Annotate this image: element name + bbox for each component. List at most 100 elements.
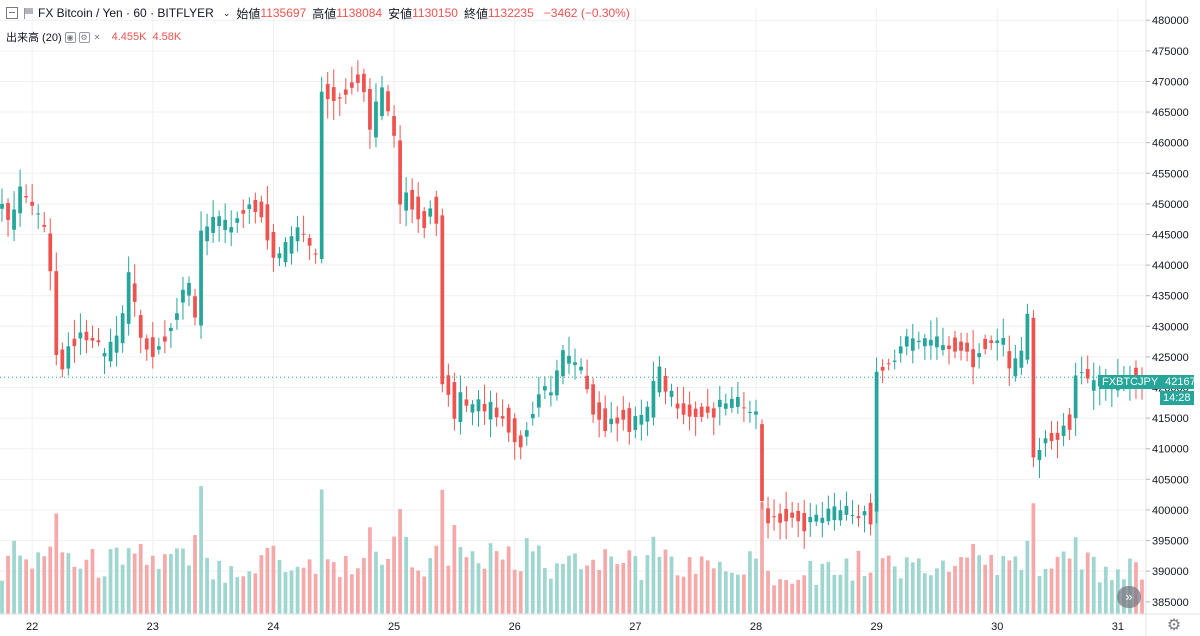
candle-body[interactable] (241, 210, 246, 214)
candle-body[interactable] (748, 411, 752, 413)
candle-body[interactable] (217, 216, 222, 227)
candle-body[interactable] (42, 224, 47, 227)
candle-body[interactable] (392, 116, 396, 136)
candle-body[interactable] (651, 380, 656, 418)
candle-body[interactable] (374, 101, 378, 138)
candle-body[interactable] (60, 349, 65, 370)
candle-body[interactable] (410, 189, 415, 210)
candle-body[interactable] (1007, 351, 1012, 369)
candle-body[interactable] (1049, 432, 1054, 442)
candle-body[interactable] (693, 408, 698, 417)
candle-body[interactable] (862, 511, 867, 516)
candle-body[interactable] (1019, 350, 1024, 368)
candle-body[interactable] (536, 394, 541, 408)
candle-body[interactable] (916, 340, 921, 343)
candle-body[interactable] (416, 196, 421, 220)
candle-body[interactable] (947, 345, 951, 350)
candle-body[interactable] (506, 407, 511, 433)
candle-body[interactable] (1061, 425, 1066, 436)
candle-body[interactable] (362, 73, 366, 93)
candle-body[interactable] (277, 253, 282, 259)
candle-body[interactable] (681, 403, 686, 415)
candle-body[interactable] (850, 515, 855, 517)
candle-body[interactable] (102, 352, 107, 357)
candle-body[interactable] (766, 508, 770, 524)
candle-body[interactable] (941, 345, 945, 351)
candle-body[interactable] (289, 236, 294, 254)
double-chevron-right-icon[interactable]: » (1117, 586, 1141, 608)
candle-body[interactable] (585, 375, 589, 390)
candle-body[interactable] (132, 283, 137, 302)
candle-body[interactable] (162, 336, 167, 342)
candle-body[interactable] (253, 199, 258, 212)
candle-body[interactable] (579, 366, 583, 371)
visibility-icon[interactable]: ◉ (64, 31, 76, 43)
candle-body[interactable] (36, 213, 41, 215)
candle-body[interactable] (500, 416, 505, 419)
candle-body[interactable] (199, 230, 203, 326)
settings-icon[interactable]: ⚙ (78, 31, 90, 43)
candle-body[interactable] (573, 362, 577, 366)
candle-body[interactable] (84, 331, 89, 341)
candle-body[interactable] (898, 346, 903, 354)
flag-icon[interactable] (24, 7, 33, 19)
candle-body[interactable] (868, 502, 873, 525)
candle-body[interactable] (72, 338, 77, 347)
candle-body[interactable] (856, 516, 861, 519)
candle-body[interactable] (983, 338, 988, 350)
candle-body[interactable] (995, 340, 1000, 343)
candle-body[interactable] (90, 337, 95, 341)
candle-body[interactable] (567, 355, 571, 364)
candle-body[interactable] (120, 313, 125, 344)
candle-body[interactable] (549, 392, 553, 396)
candle-body[interactable] (247, 204, 252, 209)
candle-body[interactable] (386, 91, 390, 112)
candle-body[interactable] (229, 227, 234, 233)
symbol-title[interactable]: FX Bitcoin / Yen · 60 · BITFLYER (38, 6, 214, 20)
candle-body[interactable] (669, 390, 674, 397)
candle-body[interactable] (603, 408, 608, 431)
candle-body[interactable] (675, 403, 680, 409)
candle-body[interactable] (1013, 358, 1018, 377)
candle-body[interactable] (910, 338, 915, 351)
candle-body[interactable] (337, 97, 342, 99)
candle-body[interactable] (717, 399, 722, 408)
candle-body[interactable] (633, 416, 638, 430)
candle-body[interactable] (971, 349, 975, 368)
candle-body[interactable] (404, 192, 408, 211)
candle-body[interactable] (205, 226, 209, 242)
candle-body[interactable] (223, 219, 228, 231)
candle-body[interactable] (452, 382, 457, 419)
candle-body[interactable] (271, 232, 276, 258)
candle-body[interactable] (12, 209, 16, 230)
candle-body[interactable] (193, 296, 197, 318)
candle-body[interactable] (138, 315, 143, 338)
remove-icon[interactable]: ✕ (93, 32, 101, 42)
volume-indicator-name[interactable]: 出来高 (20) (6, 32, 62, 44)
candle-body[interactable] (1079, 372, 1084, 374)
candle-body[interactable] (615, 417, 620, 424)
candle-body[interactable] (144, 338, 149, 350)
candle-body[interactable] (880, 366, 885, 371)
candle-body[interactable] (126, 272, 131, 324)
candle-body[interactable] (380, 87, 384, 117)
candle-body[interactable] (181, 289, 185, 303)
candle-body[interactable] (977, 353, 982, 358)
candle-body[interactable] (78, 332, 83, 339)
candle-body[interactable] (814, 514, 819, 522)
candle-body[interactable] (657, 366, 662, 393)
candle-body[interactable] (555, 370, 559, 396)
candle-body[interactable] (627, 408, 632, 432)
candle-body[interactable] (663, 375, 668, 392)
candle-body[interactable] (434, 196, 439, 224)
candle-body[interactable] (639, 414, 644, 425)
candle-body[interactable] (736, 396, 740, 407)
candle-body[interactable] (1001, 338, 1006, 345)
candle-body[interactable] (1085, 369, 1090, 379)
candle-body[interactable] (1025, 313, 1030, 360)
candle-body[interactable] (30, 201, 35, 206)
candle-body[interactable] (464, 399, 469, 406)
candle-body[interactable] (820, 517, 825, 523)
candle-body[interactable] (156, 346, 161, 350)
candle-body[interactable] (542, 386, 547, 391)
